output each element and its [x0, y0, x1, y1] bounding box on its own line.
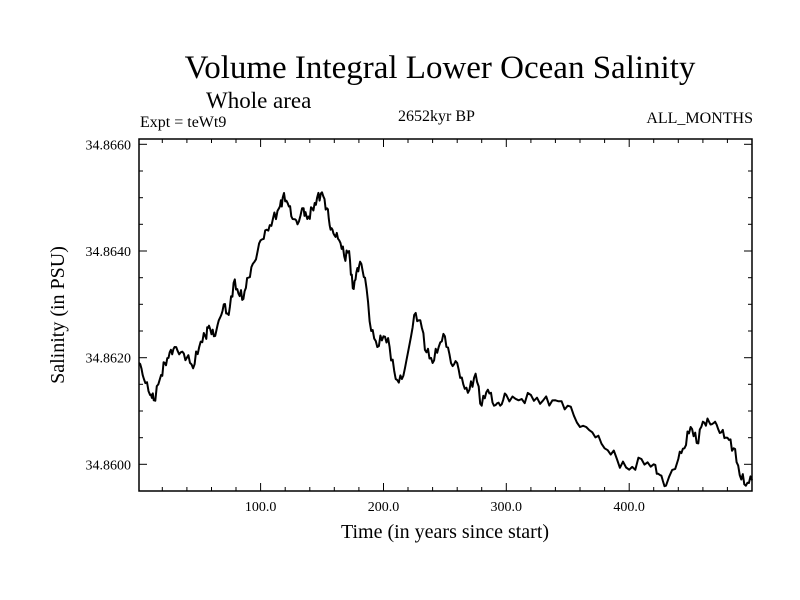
x-tick-label: 100.0: [245, 500, 277, 515]
salinity-series-line: [138, 191, 753, 488]
experiment-label: Expt = teWt9: [140, 114, 227, 131]
tick-labels: 100.0 200.0 300.0 400.0 34.8660 34.8640 34.862…: [86, 138, 645, 515]
y-tick-label: 34.8620: [86, 352, 132, 367]
x-axis-label: Time (in years since start): [341, 521, 549, 543]
months-label: ALL_MONTHS: [646, 110, 753, 127]
chart-title: Volume Integral Lower Ocean Salinity: [184, 50, 696, 86]
chart-subtitle: Whole area: [206, 88, 312, 113]
x-tick-label: 400.0: [613, 500, 645, 515]
y-tick-label: 34.8640: [86, 245, 132, 260]
y-tick-label: 34.8600: [86, 458, 132, 473]
x-tick-label: 300.0: [491, 500, 523, 515]
plot-frame: [138, 138, 753, 492]
y-tick-label: 34.8660: [86, 138, 132, 153]
axis-ticks: [139, 139, 752, 492]
x-tick-label: 200.0: [368, 500, 400, 515]
y-axis-label: Salinity (in PSU): [47, 246, 69, 384]
period-label: 2652kyr BP: [398, 108, 475, 125]
